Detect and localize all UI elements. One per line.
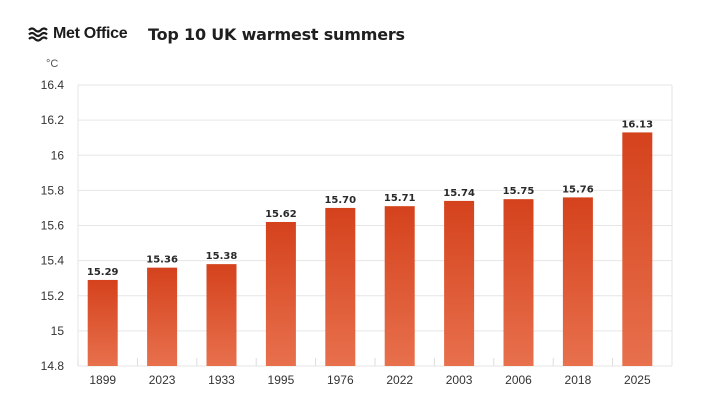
data-label-1976: 15.70	[324, 195, 356, 206]
x-tick-label-2023: 2023	[149, 373, 176, 387]
y-tick-label: 15.8	[41, 183, 65, 197]
header: Met Office	[28, 22, 128, 46]
y-axis-unit: °C	[46, 58, 59, 70]
y-tick-label: 15.2	[41, 289, 65, 303]
bar-2023	[147, 267, 178, 366]
y-tick-label: 16	[51, 148, 65, 162]
data-label-2023: 15.36	[146, 255, 178, 266]
x-tick-label-2025: 2025	[624, 373, 651, 387]
chart-title: Top 10 UK warmest summers	[148, 25, 405, 44]
x-tick-label-1933: 1933	[208, 373, 235, 387]
data-label-2025: 16.13	[621, 119, 653, 130]
bar-1933	[206, 264, 237, 366]
x-tick-label-2003: 2003	[446, 373, 473, 387]
y-tick-label: 15.4	[41, 254, 65, 268]
met-office-logo: Met Office	[28, 25, 128, 43]
data-label-1995: 15.62	[265, 209, 297, 220]
x-tick-label-1899: 1899	[89, 373, 116, 387]
y-axis: 14.8 15 15.2 15.4 15.6 15.8 16 16.2 16.4	[41, 78, 65, 373]
y-tick-label: 16.4	[41, 78, 65, 92]
data-label-2022: 15.71	[384, 193, 416, 204]
y-tick-label: 16.2	[41, 113, 65, 127]
bar-2018	[562, 197, 593, 366]
y-tick-label: 14.8	[41, 359, 65, 373]
logo-text: Met Office	[53, 25, 128, 42]
bar-2006	[503, 199, 534, 366]
data-label-1933: 15.38	[206, 251, 238, 262]
y-tick-label: 15	[51, 324, 65, 338]
data-label-2006: 15.75	[503, 186, 535, 197]
x-axis: 1899 2023 1933 1995 1976 2022 2003 2006 2018 2025	[77, 358, 651, 387]
x-tick-label-1976: 1976	[327, 373, 354, 387]
bar-2025	[622, 132, 653, 366]
bar-1976	[325, 207, 356, 366]
x-tick-label-1995: 1995	[268, 373, 295, 387]
met-office-wave-icon	[28, 27, 48, 42]
data-label-2003: 15.74	[443, 188, 475, 199]
bar-1995	[265, 221, 296, 366]
x-tick-label-2006: 2006	[505, 373, 532, 387]
x-tick-label-2022: 2022	[386, 373, 413, 387]
x-tick-label-2018: 2018	[565, 373, 592, 387]
data-labels: 15.29 15.36 15.38 15.62 15.70 15.71 15.74 15.75…	[87, 119, 653, 278]
data-label-2018: 15.76	[562, 184, 594, 195]
bar-2003	[444, 200, 475, 366]
bars	[87, 132, 653, 366]
bar-2022	[384, 206, 415, 366]
bar-1899	[87, 279, 118, 366]
data-label-1899: 15.29	[87, 267, 119, 278]
y-tick-label: 15.6	[41, 219, 65, 233]
